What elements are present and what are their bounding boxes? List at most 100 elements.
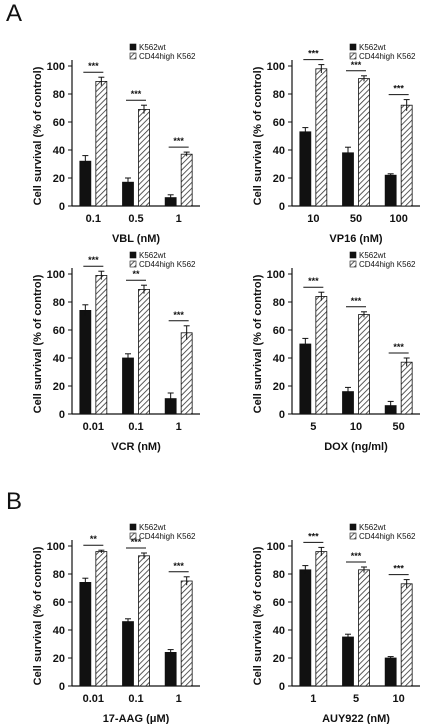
bar-cd44high: [180, 580, 193, 687]
legend-swatch-k562wt: [129, 251, 137, 259]
y-tick-label: 60: [53, 325, 65, 337]
legend-label-k562wt: K562wt: [359, 523, 386, 532]
bar-k562wt: [384, 657, 397, 687]
x-tick-label: 0.1: [128, 693, 143, 705]
x-tick-label: 0.1: [128, 421, 143, 433]
panel-label-a: A: [6, 0, 23, 27]
y-tick-label: 60: [273, 325, 285, 337]
y-tick-label: 0: [59, 201, 65, 213]
x-tick-label: 10: [393, 693, 405, 705]
x-tick-label: 10: [350, 421, 362, 433]
y-tick-label: 0: [59, 409, 65, 421]
y-tick-label: 60: [273, 117, 285, 129]
y-tick-label: 0: [59, 681, 65, 693]
panel-label-b: B: [6, 488, 23, 515]
y-tick-label: 100: [267, 541, 285, 553]
x-tick-label: 10: [307, 213, 319, 225]
y-tick-label: 0: [279, 681, 285, 693]
bar-k562wt: [122, 357, 134, 415]
significance-label: ***: [308, 49, 319, 59]
y-axis-label: Cell survival (% of control): [252, 274, 264, 413]
bar-cd44high: [400, 361, 413, 415]
x-axis-label: AUY922 (nM): [322, 713, 390, 724]
bar-k562wt: [299, 569, 312, 687]
bar-k562wt: [122, 621, 134, 687]
significance-label: ***: [131, 89, 142, 99]
legend-label-cd44high: CD44high K562: [139, 260, 196, 269]
bar-cd44high: [315, 296, 328, 415]
x-tick-label: 1: [176, 693, 182, 705]
bar-cd44high: [358, 314, 370, 415]
bar-cd44high: [315, 551, 328, 687]
bar-cd44high: [138, 555, 150, 687]
y-tick-label: 20: [273, 173, 285, 185]
significance-label: ***: [393, 84, 404, 94]
bar-k562wt: [384, 174, 397, 207]
x-axis-label: VP16 (nM): [329, 233, 383, 245]
y-tick-label: 80: [273, 297, 285, 309]
x-tick-label: 0.01: [83, 421, 104, 433]
bar-cd44high: [180, 153, 193, 207]
legend-swatch-k562wt: [349, 251, 357, 259]
significance-label: **: [90, 534, 98, 544]
y-tick-label: 80: [273, 569, 285, 581]
y-tick-label: 40: [273, 145, 285, 157]
significance-label: ***: [88, 61, 99, 71]
y-tick-label: 40: [273, 353, 285, 365]
y-tick-label: 100: [267, 269, 285, 281]
y-axis-label: Cell survival (% of control): [252, 546, 264, 685]
y-tick-label: 100: [47, 541, 65, 553]
bar-k562wt: [164, 651, 177, 687]
y-tick-label: 80: [53, 569, 65, 581]
x-tick-label: 5: [353, 693, 359, 705]
significance-label: **: [132, 269, 140, 279]
y-tick-label: 80: [53, 297, 65, 309]
y-axis-label: Cell survival (% of control): [252, 66, 264, 205]
y-tick-label: 80: [273, 89, 285, 101]
bar-cd44high: [138, 289, 150, 415]
bar-cd44high: [180, 332, 193, 415]
x-tick-label: 1: [176, 421, 182, 433]
legend-label-cd44high: CD44high K562: [139, 532, 196, 541]
significance-label: ***: [351, 551, 362, 561]
y-tick-label: 20: [53, 173, 65, 185]
y-tick-label: 100: [47, 269, 65, 281]
bar-k562wt: [299, 131, 312, 207]
x-tick-label: 100: [389, 213, 407, 225]
x-tick-label: 1: [176, 213, 182, 225]
significance-label: ***: [308, 531, 319, 541]
bar-k562wt: [79, 310, 92, 415]
y-tick-label: 20: [53, 653, 65, 665]
legend-swatch-cd44high: [349, 260, 357, 268]
x-axis-label: 17-AAG (μM): [103, 713, 170, 724]
bar-cd44high: [95, 81, 108, 207]
legend-swatch-k562wt: [129, 43, 137, 51]
legend-label-k562wt: K562wt: [139, 523, 166, 532]
y-tick-label: 40: [53, 353, 65, 365]
legend-label-k562wt: K562wt: [139, 251, 166, 260]
y-tick-label: 60: [53, 597, 65, 609]
y-tick-label: 40: [273, 625, 285, 637]
legend-label-cd44high: CD44high K562: [139, 52, 196, 61]
legend-label-k562wt: K562wt: [359, 251, 386, 260]
bar-cd44high: [358, 569, 370, 687]
y-tick-label: 20: [53, 381, 65, 393]
bar-cd44high: [138, 109, 150, 207]
x-tick-label: 50: [393, 421, 405, 433]
legend-swatch-k562wt: [349, 43, 357, 51]
y-axis-label: Cell survival (% of control): [32, 274, 44, 413]
significance-label: ***: [393, 342, 404, 352]
bar-k562wt: [342, 636, 354, 687]
significance-label: ***: [308, 276, 319, 286]
y-tick-label: 100: [267, 61, 285, 73]
x-tick-label: 0.01: [83, 693, 104, 705]
significance-label: ***: [88, 255, 99, 265]
x-axis-label: VCR (nM): [111, 441, 161, 453]
bar-k562wt: [299, 343, 312, 415]
bar-cd44high: [315, 68, 328, 207]
y-tick-label: 20: [273, 381, 285, 393]
